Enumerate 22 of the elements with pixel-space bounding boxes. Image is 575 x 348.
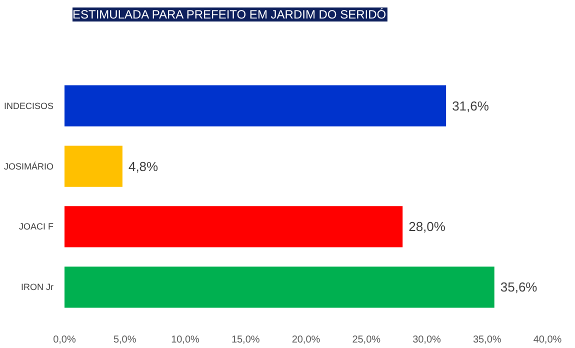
chart-title: ESTIMULADA PARA PREFEITO EM JARDIM DO SERIDÓ [72,8,386,22]
data-label: 31,6% [452,98,490,114]
x-tick-label: 35,0% [472,334,502,346]
data-label: 35,6% [500,280,538,295]
x-tick-label: 40,0% [533,334,562,346]
x-tick-label: 5,0% [113,334,136,346]
data-label: 4,8% [128,158,159,174]
data-label: 28,0% [408,219,446,234]
bar [64,266,494,308]
x-tick-label: 15,0% [231,334,260,346]
y-tick-label: INDECISOS [4,100,54,111]
bar [64,206,403,248]
y-tick-label: IRON Jr [21,282,54,292]
y-tick-label: JOSIMÁRIO [4,161,54,172]
x-tick-label: 10,0% [171,334,200,346]
bar [64,146,122,187]
x-tick-label: 30,0% [412,334,442,346]
y-tick-label: JOACI F [19,222,54,232]
x-tick-label: 20,0% [292,334,320,346]
x-tick-label: 25,0% [352,334,381,346]
bar [64,85,446,126]
x-tick-label: 0,0% [53,334,76,346]
